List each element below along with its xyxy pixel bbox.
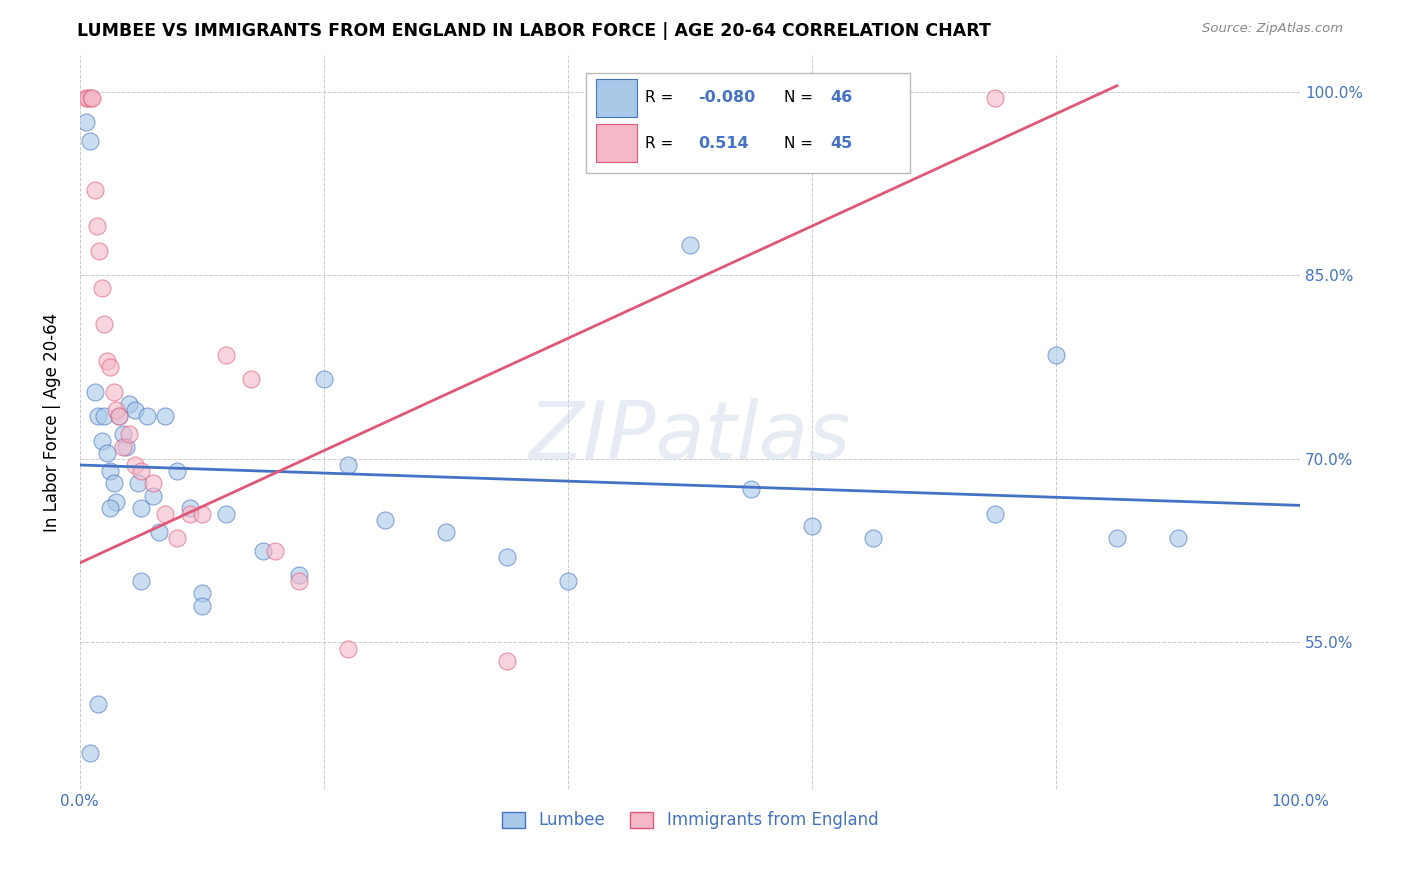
Point <box>496 549 519 564</box>
Point <box>129 464 152 478</box>
Point <box>312 372 335 386</box>
Point <box>148 525 170 540</box>
Point <box>124 458 146 472</box>
Point <box>86 219 108 234</box>
Point <box>191 507 214 521</box>
Point <box>83 183 105 197</box>
Point <box>434 525 457 540</box>
Text: R =: R = <box>645 136 678 151</box>
Point <box>80 91 103 105</box>
FancyBboxPatch shape <box>596 78 637 117</box>
Point <box>215 507 238 521</box>
Point <box>288 568 311 582</box>
Point <box>557 574 579 589</box>
Point <box>100 464 122 478</box>
Point <box>90 434 112 448</box>
Point <box>215 348 238 362</box>
Point <box>83 384 105 399</box>
Point <box>127 476 149 491</box>
Point <box>77 91 100 105</box>
Point <box>93 318 115 332</box>
Point <box>75 91 97 105</box>
Point <box>129 574 152 589</box>
Point <box>179 500 201 515</box>
Point <box>1105 532 1128 546</box>
Point <box>100 500 122 515</box>
Point <box>111 427 134 442</box>
Point <box>96 354 118 368</box>
Point <box>118 427 141 442</box>
Point <box>87 697 110 711</box>
Point <box>264 543 287 558</box>
Point <box>191 586 214 600</box>
Point <box>1167 532 1189 546</box>
Point <box>96 446 118 460</box>
Point <box>93 409 115 423</box>
Point <box>337 641 360 656</box>
Text: N =: N = <box>785 90 818 105</box>
Point <box>166 532 188 546</box>
Point <box>800 519 823 533</box>
Point <box>374 513 396 527</box>
Point <box>129 500 152 515</box>
Text: 45: 45 <box>831 136 852 151</box>
Point <box>105 494 128 508</box>
Text: -0.080: -0.080 <box>699 90 756 105</box>
Text: 0.514: 0.514 <box>699 136 749 151</box>
Point <box>105 403 128 417</box>
Legend: Lumbee, Immigrants from England: Lumbee, Immigrants from England <box>495 805 884 836</box>
Text: ZIPatlas: ZIPatlas <box>529 398 851 475</box>
Text: LUMBEE VS IMMIGRANTS FROM ENGLAND IN LABOR FORCE | AGE 20-64 CORRELATION CHART: LUMBEE VS IMMIGRANTS FROM ENGLAND IN LAB… <box>77 22 991 40</box>
Point <box>679 237 702 252</box>
Point <box>239 372 262 386</box>
Point <box>166 464 188 478</box>
Point <box>252 543 274 558</box>
Point <box>984 507 1007 521</box>
Point <box>89 244 111 258</box>
Point <box>108 409 131 423</box>
Point <box>80 91 103 105</box>
FancyBboxPatch shape <box>586 73 910 172</box>
Point <box>115 440 138 454</box>
Point <box>1045 348 1067 362</box>
Point <box>79 746 101 760</box>
Text: R =: R = <box>645 90 678 105</box>
Point <box>155 409 177 423</box>
Point <box>103 476 125 491</box>
Point <box>111 440 134 454</box>
Point <box>155 507 177 521</box>
Point <box>124 403 146 417</box>
Text: 46: 46 <box>831 90 852 105</box>
Point <box>179 507 201 521</box>
Text: N =: N = <box>785 136 818 151</box>
Point <box>984 91 1007 105</box>
Point <box>862 532 884 546</box>
Point <box>740 483 762 497</box>
Point <box>90 280 112 294</box>
FancyBboxPatch shape <box>596 124 637 162</box>
Point <box>142 476 165 491</box>
Point <box>191 599 214 613</box>
Point <box>496 654 519 668</box>
Text: Source: ZipAtlas.com: Source: ZipAtlas.com <box>1202 22 1343 36</box>
Point <box>142 489 165 503</box>
Point <box>100 360 122 375</box>
Point <box>118 397 141 411</box>
Point <box>108 409 131 423</box>
Point <box>103 384 125 399</box>
Point <box>79 134 101 148</box>
Y-axis label: In Labor Force | Age 20-64: In Labor Force | Age 20-64 <box>44 312 60 532</box>
Point <box>75 115 97 129</box>
Point <box>337 458 360 472</box>
Point <box>87 409 110 423</box>
Point <box>136 409 159 423</box>
Point <box>288 574 311 589</box>
